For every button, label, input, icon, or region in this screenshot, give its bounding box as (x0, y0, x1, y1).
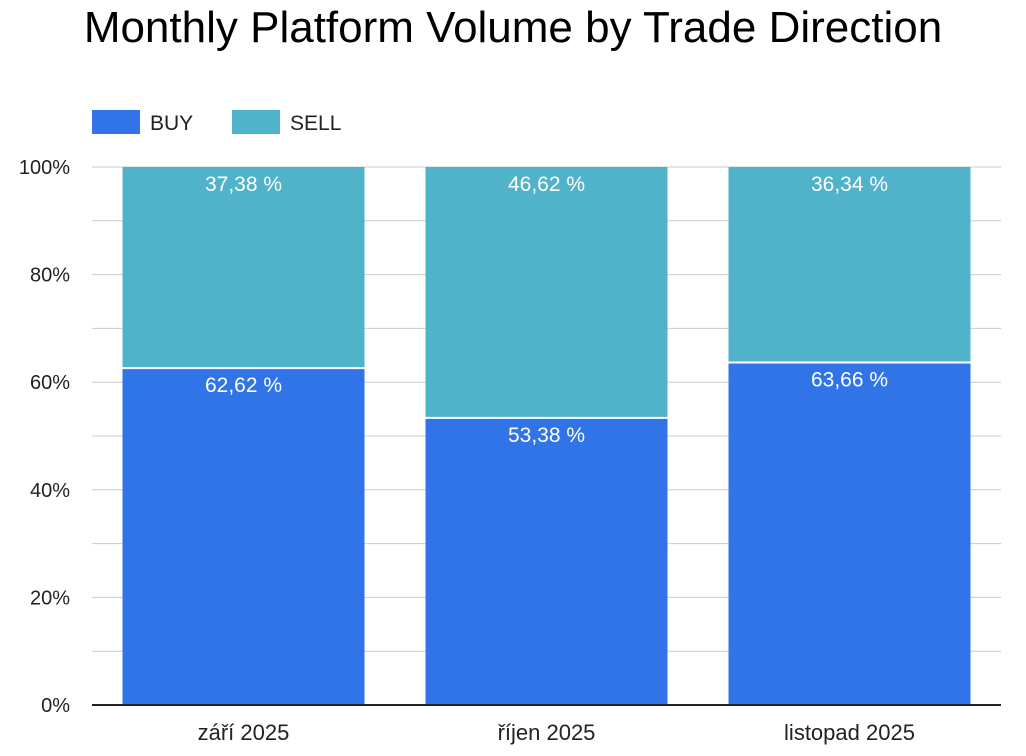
x-category-label: listopad 2025 (784, 720, 915, 745)
data-label: 53,38 % (508, 424, 585, 447)
x-category-label: říjen 2025 (498, 720, 596, 745)
y-tick-label: 80% (30, 265, 70, 287)
y-tick-label: 60% (30, 372, 70, 394)
bar-sell (122, 167, 365, 369)
bars: 62,62 % 37,38 % 53,38 % 46,62 % 63,66 % 36,34… (122, 167, 971, 705)
legend-swatch-buy (92, 110, 140, 134)
legend-label-buy: BUY (150, 112, 193, 135)
x-category-label: září 2025 (198, 720, 290, 745)
bar-buy (122, 368, 365, 705)
bar-buy (728, 362, 971, 705)
legend-label-sell: SELL (290, 112, 341, 135)
y-tick-label: 0% (41, 695, 70, 717)
axes: 0% 20% 40% 60% 80% 100% září 2025 říjen 2025 lis… (19, 157, 1001, 745)
data-label: 37,38 % (205, 173, 282, 196)
bar-sell (728, 167, 971, 363)
bar-sell (425, 167, 668, 418)
data-label: 62,62 % (205, 374, 282, 397)
y-tick-label: 100% (19, 157, 70, 179)
data-label: 46,62 % (508, 173, 585, 196)
chart-title: Monthly Platform Volume by Trade Directi… (83, 3, 943, 52)
legend: BUY SELL (92, 110, 341, 135)
data-label: 63,66 % (811, 369, 888, 392)
legend-swatch-sell (232, 110, 280, 134)
y-tick-label: 20% (30, 587, 70, 609)
y-tick-label: 40% (30, 480, 70, 502)
data-label: 36,34 % (811, 173, 888, 196)
bar-buy (425, 417, 668, 705)
